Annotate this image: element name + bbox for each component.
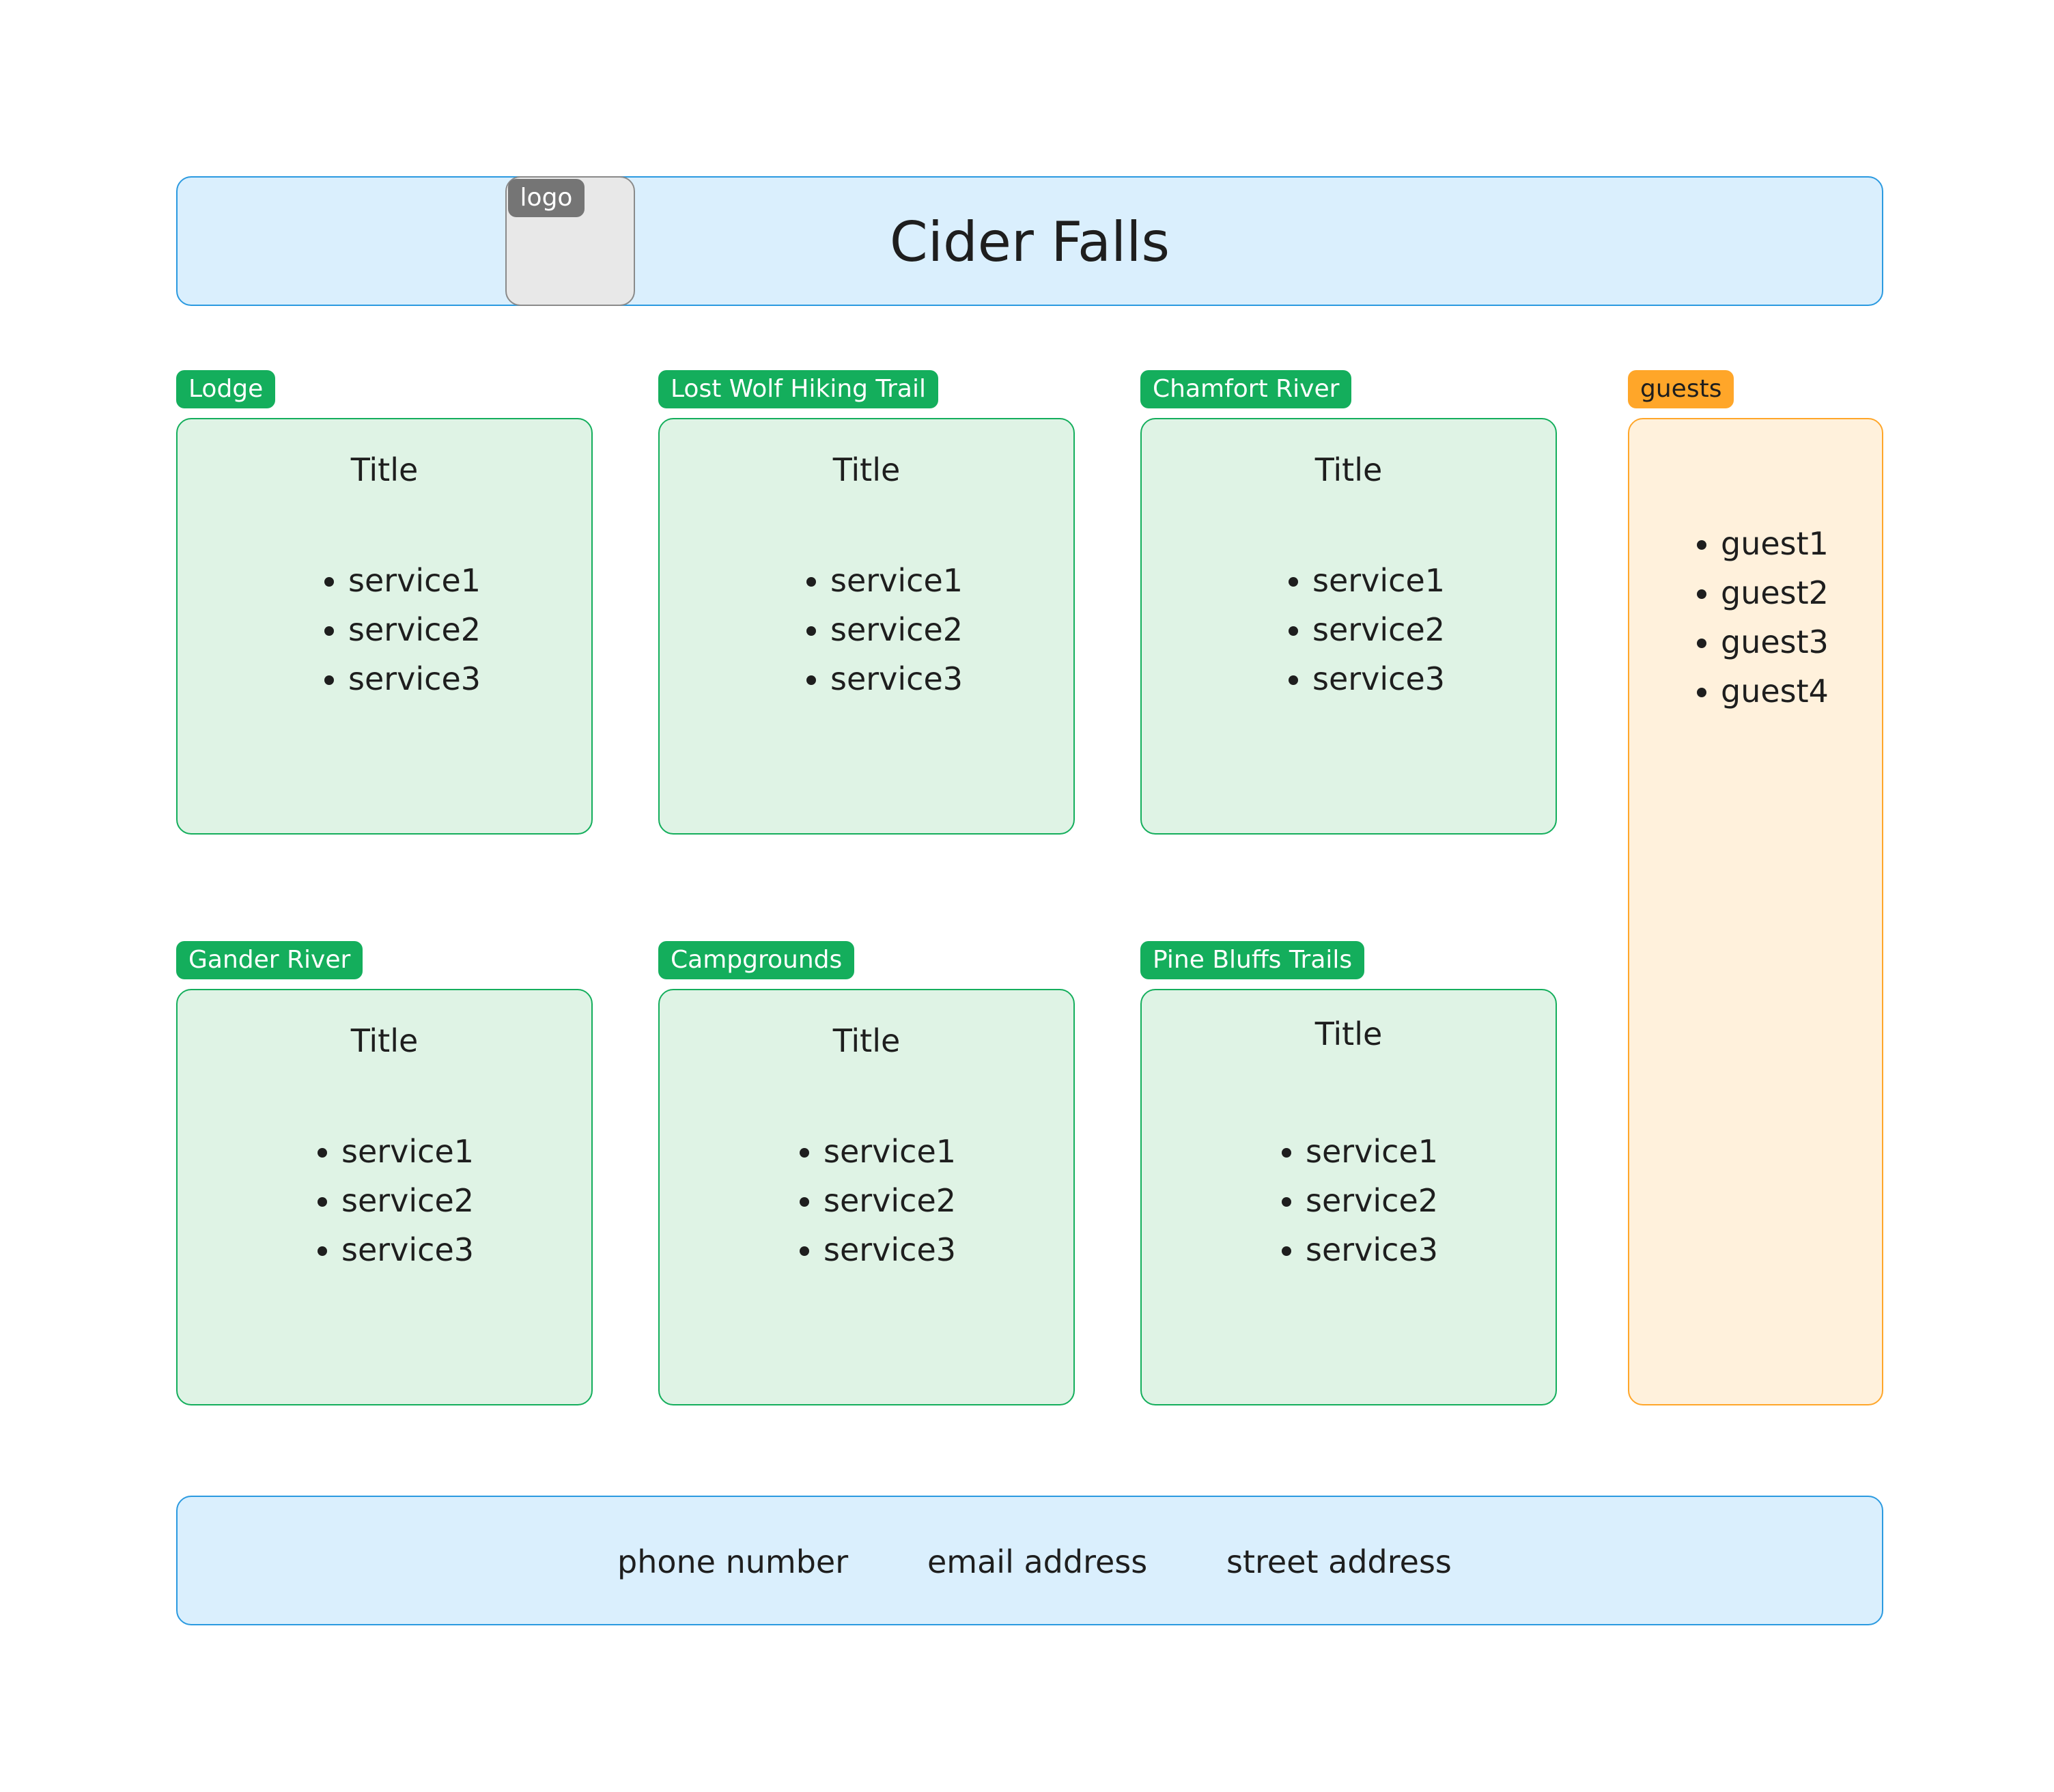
service-item: service2 bbox=[1306, 1176, 1438, 1225]
service-list: service1 service2 service3 bbox=[783, 1127, 956, 1274]
service-item: service3 bbox=[341, 1225, 474, 1274]
service-item: service2 bbox=[830, 605, 963, 654]
guests-tag: guests bbox=[1628, 370, 1734, 408]
guest-item: guest4 bbox=[1721, 667, 1829, 716]
section-tag-lost-wolf-hiking-trail: Lost Wolf Hiking Trail bbox=[658, 370, 938, 408]
service-item: service3 bbox=[1312, 654, 1445, 703]
guest-item: guest1 bbox=[1721, 519, 1829, 568]
section-card-lodge: Title service1 service2 service3 bbox=[176, 418, 593, 835]
email-address: email address bbox=[927, 1543, 1148, 1580]
service-item: service3 bbox=[1306, 1225, 1438, 1274]
guests-panel: guest1 guest2 guest3 guest4 bbox=[1628, 418, 1883, 1405]
service-item: service3 bbox=[830, 654, 963, 703]
service-item: service1 bbox=[1312, 556, 1445, 605]
service-item: service1 bbox=[341, 1127, 474, 1176]
service-list: service1 service2 service3 bbox=[1265, 1127, 1438, 1274]
section-title: Title bbox=[1314, 451, 1383, 488]
section-tag-lodge: Lodge bbox=[176, 370, 276, 408]
service-list: service1 service2 service3 bbox=[300, 1127, 474, 1274]
section-tag-campgrounds: Campgrounds bbox=[658, 941, 855, 979]
section-card-lost-wolf-hiking-trail: Title service1 service2 service3 bbox=[658, 418, 1075, 835]
section-title: Title bbox=[832, 1022, 901, 1059]
section-card-gander-river: Title service1 service2 service3 bbox=[176, 989, 593, 1405]
service-item: service2 bbox=[824, 1176, 956, 1225]
service-item: service2 bbox=[1312, 605, 1445, 654]
service-item: service1 bbox=[348, 556, 481, 605]
section-title: Title bbox=[350, 1022, 419, 1059]
section-tag-chamfort-river: Chamfort River bbox=[1140, 370, 1352, 408]
site-title: Cider Falls bbox=[889, 210, 1170, 274]
section-card-chamfort-river: Title service1 service2 service3 bbox=[1140, 418, 1557, 835]
service-item: service1 bbox=[824, 1127, 956, 1176]
service-list: service1 service2 service3 bbox=[307, 556, 481, 703]
guest-list: guest1 guest2 guest3 guest4 bbox=[1680, 519, 1829, 716]
section-title: Title bbox=[350, 451, 419, 488]
service-list: service1 service2 service3 bbox=[1271, 556, 1445, 703]
guest-item: guest2 bbox=[1721, 568, 1829, 617]
service-item: service3 bbox=[824, 1225, 956, 1274]
site-footer: phone number email address street addres… bbox=[176, 1496, 1883, 1625]
section-title: Title bbox=[1314, 1016, 1383, 1052]
service-item: service1 bbox=[830, 556, 963, 605]
section-tag-gander-river: Gander River bbox=[176, 941, 363, 979]
service-item: service1 bbox=[1306, 1127, 1438, 1176]
street-address: street address bbox=[1226, 1543, 1452, 1580]
logo-label: logo bbox=[508, 179, 585, 217]
site-header bbox=[176, 176, 1883, 306]
section-tag-pine-bluffs-trails: Pine Bluffs Trails bbox=[1140, 941, 1365, 979]
section-card-pine-bluffs-trails: Title service1 service2 service3 bbox=[1140, 989, 1557, 1405]
guest-item: guest3 bbox=[1721, 617, 1829, 667]
phone-number: phone number bbox=[617, 1543, 849, 1580]
service-item: service2 bbox=[348, 605, 481, 654]
service-item: service3 bbox=[348, 654, 481, 703]
service-list: service1 service2 service3 bbox=[789, 556, 963, 703]
service-item: service2 bbox=[341, 1176, 474, 1225]
section-card-campgrounds: Title service1 service2 service3 bbox=[658, 989, 1075, 1405]
section-title: Title bbox=[832, 451, 901, 488]
